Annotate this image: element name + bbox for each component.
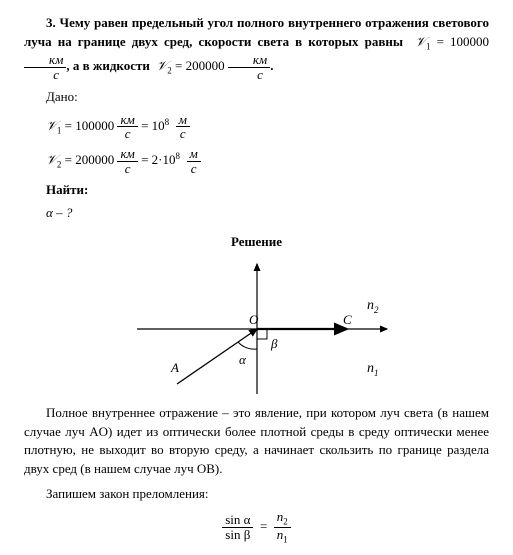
v1-symbol: 𝒱 xyxy=(415,34,426,49)
v1-value: 100000 xyxy=(450,34,489,49)
g1-pow: 8 xyxy=(165,116,170,126)
given-line-1: 𝒱1 = 100000 км с = 108 м с xyxy=(46,113,489,141)
label-a: A xyxy=(170,360,179,375)
g2-m: м xyxy=(187,147,201,162)
explanation-paragraph: Полное внутреннее отражение – это явлени… xyxy=(24,404,489,479)
unit-s: с xyxy=(24,68,66,82)
v2-value: 200000 xyxy=(186,59,225,74)
g2-coeff: 2·10 xyxy=(152,152,176,167)
problem-dot: . xyxy=(270,59,273,74)
g1-sub: 1 xyxy=(57,125,62,135)
snell-left: sin α sin β xyxy=(222,513,253,541)
unit-s-2: с xyxy=(228,68,270,82)
n1-frac: n1 xyxy=(274,528,291,545)
g1-exp: 10 xyxy=(152,118,165,133)
g1-unit-kms: км с xyxy=(117,113,137,141)
sin-beta: sin β xyxy=(222,528,253,542)
solution-header: Решение xyxy=(24,233,489,252)
g1-s2: с xyxy=(176,127,190,141)
snell-law: sin α sin β = n2 n1 xyxy=(24,510,489,545)
label-alpha: α xyxy=(239,352,247,367)
label-n1: n1 xyxy=(367,361,379,378)
g1-unit-ms: м с xyxy=(176,113,190,141)
g2-pow: 8 xyxy=(176,151,181,161)
g1-s: с xyxy=(117,127,137,141)
n2-frac: n2 xyxy=(274,510,291,528)
given-header: Дано: xyxy=(46,88,489,107)
given-line-2: 𝒱2 = 200000 км с = 2·108 м с xyxy=(46,147,489,175)
unit-km-s-2: км с xyxy=(228,53,270,81)
unit-km-s-1: км с xyxy=(24,53,66,81)
g2-val: 200000 xyxy=(75,152,114,167)
g2-s2: с xyxy=(187,162,201,176)
g2-km: км xyxy=(117,147,137,162)
sin-alpha: sin α xyxy=(222,513,253,528)
problem-join: , а в жидкости xyxy=(66,59,149,74)
refraction-diagram: O C A α β n2 n1 xyxy=(107,254,407,404)
g1-km: км xyxy=(117,113,137,128)
v2-sub: 2 xyxy=(167,66,172,76)
unit-km-2: км xyxy=(228,53,270,68)
problem-number: 3. xyxy=(46,15,56,30)
g1-sym: 𝒱 xyxy=(46,118,57,133)
find-alpha: α – ? xyxy=(46,204,489,223)
label-c: C xyxy=(343,312,352,327)
unit-km: км xyxy=(24,53,66,68)
g2-unit-ms: м с xyxy=(187,147,201,175)
v2-symbol: 𝒱 xyxy=(156,59,167,74)
n1-subf: 1 xyxy=(283,535,288,545)
alpha-arc xyxy=(238,342,257,349)
v1-sub: 1 xyxy=(426,41,431,51)
g2-sym: 𝒱 xyxy=(46,152,57,167)
g2-sub: 2 xyxy=(57,160,62,170)
problem-statement: 3. Чему равен предельный угол полного вн… xyxy=(24,14,489,82)
label-o: O xyxy=(249,312,259,327)
right-angle-icon xyxy=(257,329,267,339)
n2-subf: 2 xyxy=(283,517,288,527)
g2-unit-kms: км с xyxy=(117,147,137,175)
label-beta: β xyxy=(270,336,278,351)
g1-m: м xyxy=(176,113,190,128)
label-n2: n2 xyxy=(367,298,379,315)
g1-val: 100000 xyxy=(75,118,114,133)
find-header: Найти: xyxy=(46,181,489,200)
g2-s: с xyxy=(117,162,137,176)
snell-right: n2 n1 xyxy=(274,510,291,545)
law-intro: Запишем закон преломления: xyxy=(24,485,489,504)
